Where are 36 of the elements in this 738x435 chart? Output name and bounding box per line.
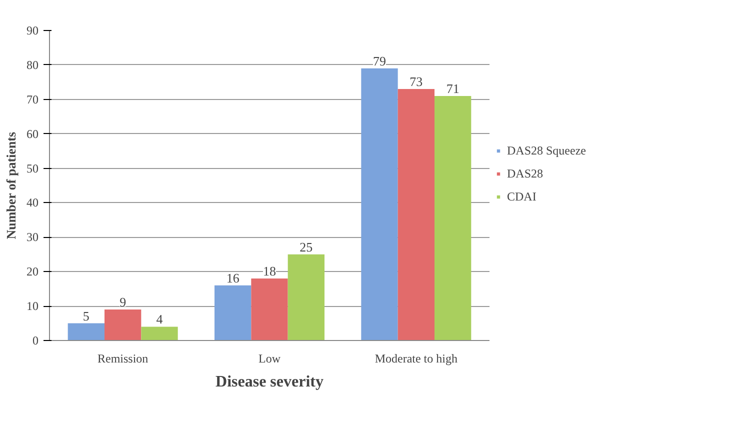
- bar: [361, 68, 398, 340]
- x-axis-title: Disease severity: [216, 374, 324, 390]
- data-label: 25: [300, 239, 313, 254]
- data-label: 73: [410, 74, 423, 90]
- y-tick-label: 90: [26, 24, 38, 38]
- y-tick-label: 40: [26, 196, 38, 210]
- data-label: 4: [156, 312, 164, 327]
- legend-label: CDAI: [507, 189, 536, 204]
- bar: [68, 323, 104, 340]
- y-tick-label: 50: [26, 161, 38, 176]
- legend-label: DAS28: [507, 166, 544, 181]
- y-tick-label: 70: [26, 92, 38, 106]
- y-tick-label: 30: [26, 230, 38, 244]
- bar: [398, 89, 434, 340]
- y-tick-label: 20: [26, 264, 38, 279]
- data-label: 79: [373, 53, 386, 68]
- data-label: 71: [446, 80, 460, 96]
- data-label: 5: [82, 308, 90, 324]
- x-tick-label: Low: [258, 352, 281, 366]
- x-tick-label: Remission: [97, 352, 148, 366]
- bar: [141, 326, 178, 340]
- bar: [288, 254, 324, 340]
- y-tick-label: 0: [32, 334, 38, 348]
- y-tick-label: 80: [26, 58, 38, 72]
- y-tick-label: 10: [26, 299, 38, 314]
- y-tick-label: 60: [26, 126, 38, 141]
- x-tick-label: Moderate to high: [374, 352, 458, 366]
- data-label: 9: [120, 294, 126, 310]
- y-axis-title: Number of patients: [4, 132, 18, 240]
- data-label: 18: [263, 264, 276, 278]
- bar: [214, 285, 252, 340]
- data-label: 16: [226, 270, 240, 286]
- legend-label: DAS28 Squeeze: [507, 143, 586, 158]
- bar: [434, 96, 472, 340]
- bar: [251, 278, 288, 340]
- bar: [104, 310, 142, 340]
